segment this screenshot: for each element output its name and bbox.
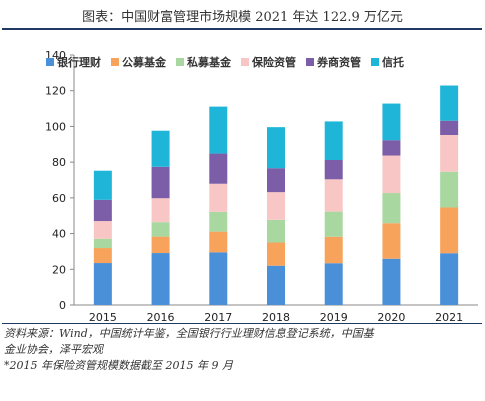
bar-segment [267, 219, 285, 243]
bar-segment [382, 103, 401, 141]
legend-swatch [306, 58, 314, 66]
bar-segment [324, 179, 343, 212]
note-line: 金业协会，泽平宏观 [4, 343, 103, 356]
x-tick-label: 2019 [320, 311, 348, 322]
bar-segment [324, 263, 343, 305]
chart-title: 图表：中国财富管理市场规模 2021 年达 122.9 万亿元 [82, 10, 403, 25]
bar-segment [382, 155, 401, 194]
legend-item: 保险资管 [241, 54, 296, 70]
bar-segment [209, 231, 228, 253]
y-tick-label: 60 [52, 192, 66, 205]
x-tick-label: 2021 [435, 311, 463, 322]
legend-item: 券商资管 [306, 54, 361, 70]
y-tick-label: 100 [45, 120, 66, 133]
bar-segment [93, 170, 112, 200]
legend-label: 保险资管 [252, 56, 296, 69]
legend-swatch [46, 58, 54, 66]
bar-segment [93, 263, 112, 305]
bar-segment [324, 160, 343, 180]
bar-segment [267, 192, 285, 220]
note-line: *2015 年保险资管规模数据截至 2015 年 9 月 [4, 359, 233, 372]
x-tick-label: 2018 [262, 311, 290, 322]
notes-divider [2, 323, 482, 324]
bar-segment [93, 248, 112, 264]
legend-swatch [176, 58, 184, 66]
y-tick-label: 0 [59, 299, 66, 312]
bar-segment [209, 153, 228, 184]
bar-segment [151, 166, 170, 199]
y-tick-label: 120 [45, 85, 66, 98]
bar-segment [209, 183, 228, 212]
bar-segment [267, 127, 285, 169]
bar-segment [209, 106, 228, 154]
bar-segment [151, 198, 170, 223]
bar-segment [440, 120, 459, 135]
x-tick-label: 2015 [89, 311, 117, 322]
bar-segment [267, 168, 285, 193]
legend-item: 公募基金 [111, 54, 166, 70]
y-tick-label: 40 [52, 228, 66, 241]
chart-bars [93, 85, 459, 305]
bar-segment [382, 193, 401, 224]
x-tick-label: 2016 [147, 311, 175, 322]
bar-segment [267, 242, 285, 266]
bar-segment [267, 265, 285, 305]
legend-label: 银行理财 [57, 56, 101, 69]
legend-label: 公募基金 [122, 56, 166, 69]
chart-legend: 银行理财 公募基金 私募基金 保险资管 券商资管 信托 [46, 54, 476, 70]
legend-swatch [241, 58, 249, 66]
legend-label: 券商资管 [317, 56, 361, 69]
x-tick-label: 2020 [377, 311, 405, 322]
bar-segment [382, 258, 401, 305]
title-divider [2, 28, 482, 30]
bar-segment [440, 85, 459, 121]
bar-segment [440, 253, 459, 305]
bar-segment [382, 140, 401, 156]
bar-segment [151, 236, 170, 254]
legend-label: 信托 [382, 56, 404, 69]
bar-segment [151, 130, 170, 167]
bar-segment [209, 252, 228, 305]
legend-item: 银行理财 [46, 54, 101, 70]
legend-swatch [371, 58, 379, 66]
bar-segment [440, 207, 459, 254]
legend-label: 私募基金 [187, 56, 231, 69]
bar-segment [440, 171, 459, 208]
bar-segment [93, 199, 112, 222]
legend-swatch [111, 58, 119, 66]
y-tick-label: 80 [52, 156, 66, 169]
bar-segment [151, 222, 170, 237]
x-tick-label: 2017 [204, 311, 232, 322]
source-notes: 资料来源：Wind，中国统计年鉴，全国银行行业理财信息登记系统，中国基 金业协会… [4, 326, 482, 374]
bar-segment [93, 221, 112, 239]
y-tick-label: 20 [52, 263, 66, 276]
legend-item: 私募基金 [176, 54, 231, 70]
bar-segment [324, 236, 343, 264]
legend-item: 信托 [371, 54, 404, 70]
bar-segment [209, 211, 228, 232]
bar-segment [382, 223, 401, 259]
bar-segment [440, 135, 459, 172]
bar-segment [93, 238, 112, 249]
bar-segment [324, 121, 343, 160]
note-line: 资料来源：Wind，中国统计年鉴，全国银行行业理财信息登记系统，中国基 [4, 327, 374, 340]
bar-segment [151, 253, 170, 305]
bar-segment [324, 211, 343, 237]
